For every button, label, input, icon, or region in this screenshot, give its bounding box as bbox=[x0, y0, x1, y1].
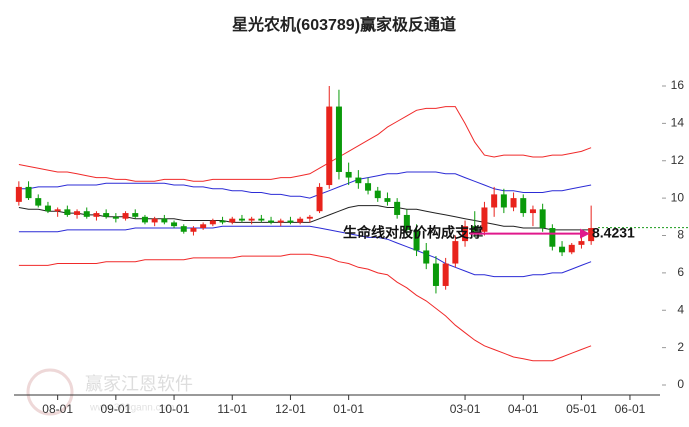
candle-body bbox=[500, 194, 507, 208]
candle-body bbox=[578, 241, 585, 245]
candle-body bbox=[35, 198, 42, 206]
y-tick-label: 14 bbox=[671, 116, 685, 130]
candle-body bbox=[171, 222, 178, 227]
candle-body bbox=[93, 213, 100, 217]
candle-body bbox=[588, 228, 595, 242]
candle-body bbox=[248, 218, 255, 221]
candle-body bbox=[413, 229, 420, 251]
chart-title: 星光农机(603789)赢家极反通道 bbox=[232, 15, 456, 34]
x-tick-label: 03-01 bbox=[450, 402, 481, 416]
candle-body bbox=[44, 205, 51, 212]
candle-body bbox=[529, 209, 536, 214]
candle-body bbox=[132, 213, 139, 217]
y-tick-label: 12 bbox=[671, 153, 685, 167]
y-tick-label: 2 bbox=[677, 340, 684, 354]
candle-body bbox=[141, 216, 148, 223]
candle-body bbox=[287, 220, 294, 223]
candle-body bbox=[345, 171, 352, 178]
candle-body bbox=[83, 211, 90, 217]
x-tick-label: 11-01 bbox=[217, 402, 247, 416]
x-tick-label: 05-01 bbox=[566, 402, 597, 416]
candle-body bbox=[219, 220, 226, 223]
y-tick-label: 10 bbox=[671, 190, 685, 204]
x-tick-label: 08-01 bbox=[42, 402, 73, 416]
candle-body bbox=[374, 190, 381, 199]
candle-body bbox=[268, 220, 275, 223]
candle-body bbox=[25, 186, 32, 199]
candle-body bbox=[442, 263, 449, 286]
candle-body bbox=[462, 226, 469, 242]
candle-body bbox=[452, 241, 459, 264]
candle-body bbox=[471, 226, 478, 232]
candle-body bbox=[190, 228, 197, 232]
candle-body bbox=[122, 213, 129, 219]
candle-body bbox=[365, 183, 372, 191]
candle-body bbox=[306, 216, 313, 219]
candle-body bbox=[64, 209, 71, 215]
candle-body bbox=[384, 198, 391, 202]
candle-body bbox=[559, 246, 566, 253]
candle-body bbox=[568, 244, 575, 253]
y-tick-label: 6 bbox=[677, 265, 684, 279]
watermark: 赢家江恩软件 bbox=[85, 373, 193, 394]
candle-body bbox=[539, 209, 546, 229]
candle-body bbox=[200, 224, 207, 229]
candle-body bbox=[15, 186, 22, 202]
annotation: 生命线对股价构成支撑 bbox=[343, 224, 483, 240]
channel-line bbox=[18, 171, 592, 199]
last-price-label: 8.4231 bbox=[592, 224, 635, 240]
candle-body bbox=[316, 186, 323, 212]
candle-body bbox=[209, 220, 216, 225]
candle-body bbox=[326, 106, 333, 186]
candle-body bbox=[180, 226, 187, 232]
y-tick-label: 4 bbox=[677, 302, 684, 316]
watermark-logo bbox=[26, 368, 74, 416]
x-tick-label: 12-01 bbox=[275, 402, 306, 416]
x-tick-label: 09-01 bbox=[100, 402, 131, 416]
candle-body bbox=[355, 177, 362, 184]
channel-line bbox=[18, 106, 592, 182]
x-tick-label: 01-01 bbox=[333, 402, 364, 416]
candle-body bbox=[229, 218, 236, 223]
x-tick-label: 06-01 bbox=[615, 402, 646, 416]
candle-body bbox=[549, 228, 556, 247]
y-tick-label: 8 bbox=[677, 228, 684, 242]
y-tick-label: 0 bbox=[677, 377, 684, 391]
channel-line bbox=[18, 205, 592, 231]
x-tick-label: 10-01 bbox=[159, 402, 190, 416]
candle-body bbox=[394, 201, 401, 215]
candle-body bbox=[54, 209, 61, 212]
channel-line bbox=[18, 225, 592, 278]
y-tick-label: 16 bbox=[671, 78, 685, 92]
annotation-arrowhead bbox=[580, 228, 590, 239]
candle-body bbox=[491, 194, 498, 208]
candle-body bbox=[258, 218, 265, 221]
watermark-url: www.360gann.com bbox=[89, 403, 175, 414]
candle-body bbox=[238, 218, 245, 221]
candle-body bbox=[432, 263, 439, 286]
candle-body bbox=[277, 220, 284, 223]
candle-body bbox=[510, 198, 517, 208]
x-tick-label: 04-01 bbox=[508, 402, 539, 416]
candle-body bbox=[103, 213, 110, 217]
candle-body bbox=[297, 218, 304, 223]
candle-body bbox=[335, 106, 342, 172]
candle-body bbox=[74, 211, 81, 215]
candle-body bbox=[161, 218, 168, 223]
channel-line bbox=[18, 253, 592, 362]
candle-body bbox=[151, 218, 158, 223]
candle-body bbox=[423, 250, 430, 264]
candle-body bbox=[403, 214, 410, 230]
candle-body bbox=[112, 216, 119, 219]
candle-body bbox=[520, 198, 527, 214]
candle-body bbox=[481, 207, 488, 232]
